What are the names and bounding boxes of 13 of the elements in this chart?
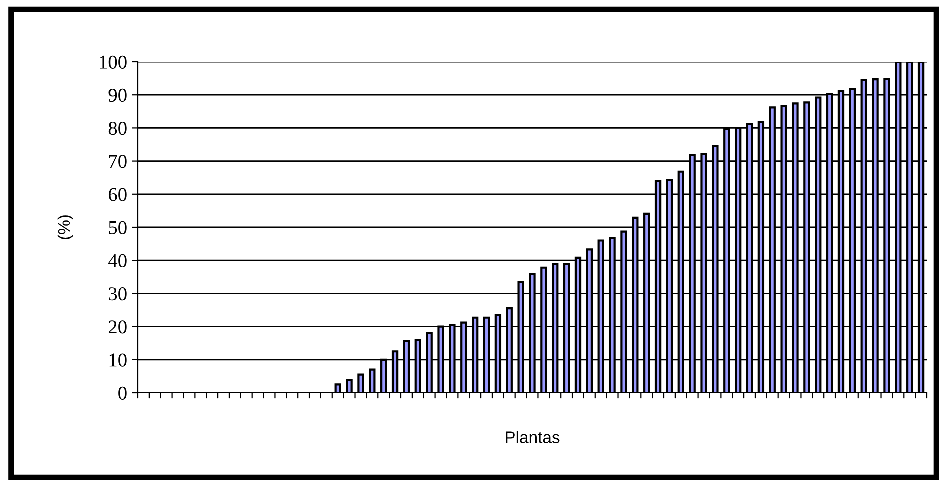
y-tick-label: 100 — [100, 56, 127, 69]
y-axis-title: (%) — [58, 216, 74, 240]
y-tick-label: 90 — [108, 88, 127, 102]
x-axis-title: Plantas — [506, 431, 560, 444]
y-tick-label: 70 — [109, 155, 127, 168]
y-tick-label: 50 — [109, 221, 127, 234]
y-tick-label: 20 — [108, 320, 127, 334]
y-tick-label: 40 — [108, 254, 127, 268]
y-tick-label: 30 — [109, 288, 127, 301]
y-tick-label: 0 — [118, 386, 127, 400]
y-tick-label: 10 — [110, 354, 127, 367]
y-tick-label: 80 — [108, 122, 127, 136]
y-tick-label: 60 — [108, 188, 127, 202]
